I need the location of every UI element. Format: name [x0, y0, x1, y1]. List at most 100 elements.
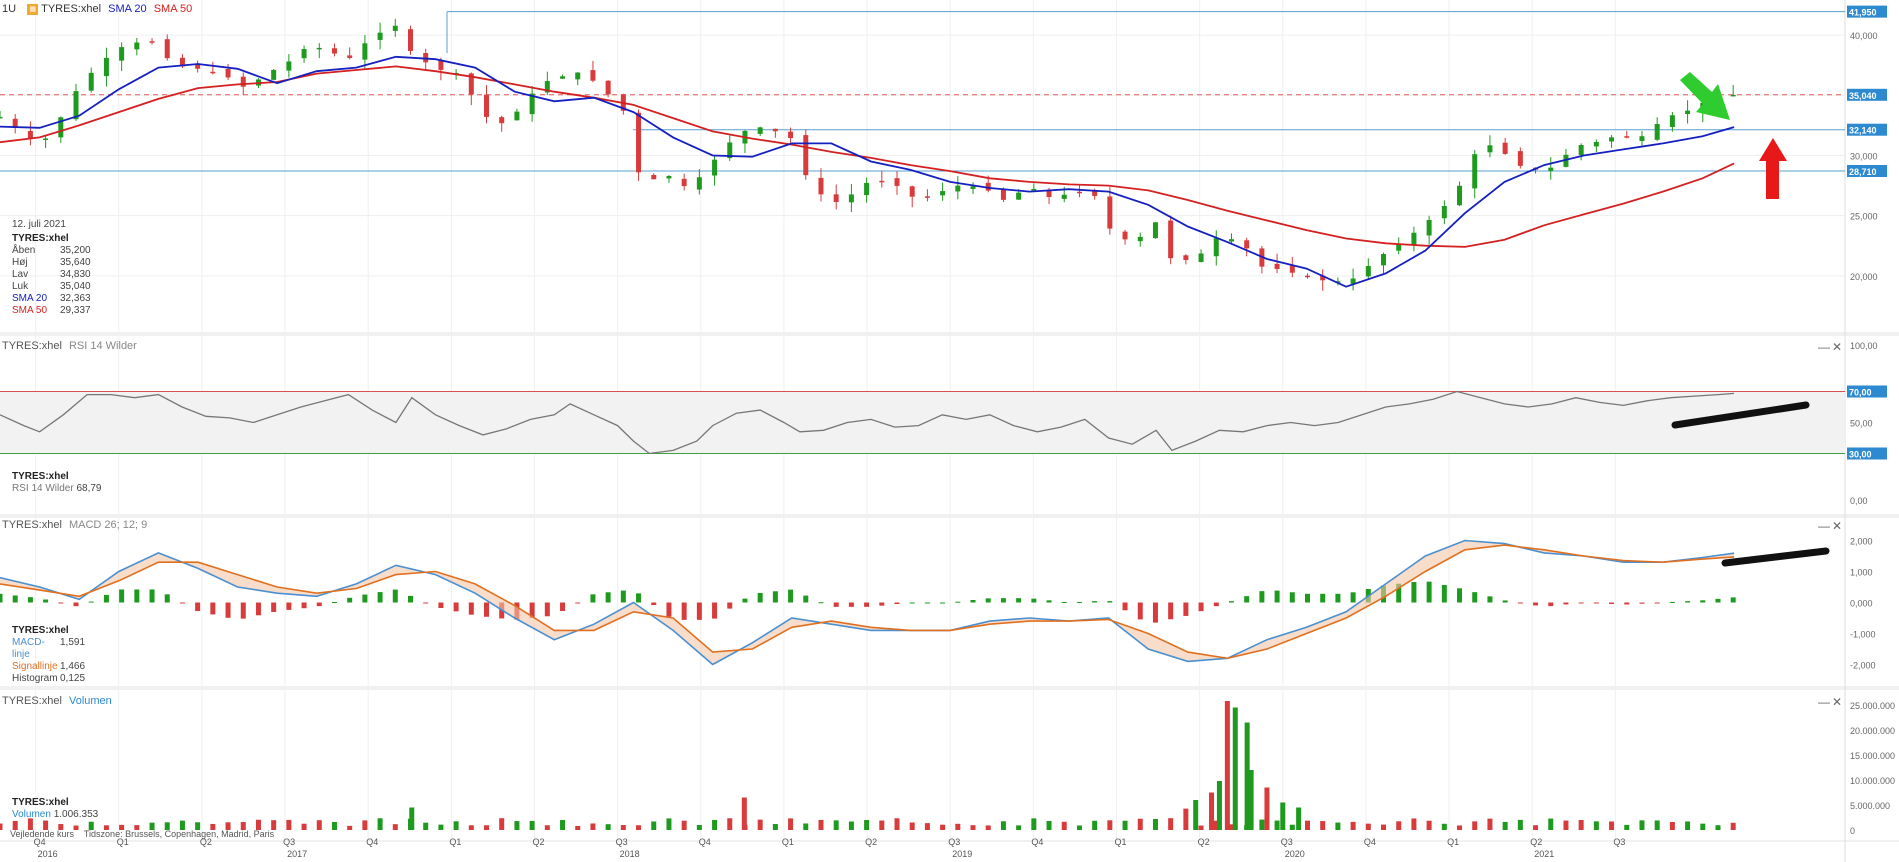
candle-body [1000, 189, 1006, 200]
volume-legend-symbol: TYRES:xhel [12, 797, 69, 808]
volume-bar [1487, 818, 1493, 830]
candle-body [1548, 167, 1554, 171]
volume-tick-label: 25.000.000 [1850, 701, 1895, 711]
macd-histogram-bar [636, 593, 642, 603]
volume-indicator-name[interactable]: Volumen [68, 695, 112, 707]
candle-body [1061, 194, 1067, 199]
rsi-minimize-icon[interactable]: — [1818, 340, 1830, 354]
candle-body [1669, 115, 1675, 127]
macd-histogram-bar [696, 602, 702, 620]
volume-close-icon[interactable]: ✕ [1832, 695, 1843, 709]
macd-histogram-bar [1411, 582, 1417, 603]
info-value: 35,640 [60, 257, 91, 268]
volume-bar [605, 824, 611, 830]
candle-body [544, 81, 550, 93]
candle-body [651, 174, 657, 180]
rsi-legend-value: 68,79 [76, 483, 102, 494]
rsi-symbol: TYRES:xhel [2, 340, 62, 352]
volume-bar [1198, 825, 1204, 830]
interval-label[interactable]: 1U [2, 3, 17, 15]
x-tick-label: Q3 [1281, 837, 1293, 847]
macd-histogram-bar [1152, 602, 1158, 623]
candle-body [103, 57, 109, 77]
rsi-close-icon[interactable]: ✕ [1832, 340, 1843, 354]
volume-bar [924, 823, 930, 830]
macd-histogram-bar [392, 589, 398, 603]
candle-body [149, 41, 155, 43]
volume-bar [1365, 823, 1371, 830]
volume-spike-bar [1193, 800, 1199, 830]
candle-body [818, 177, 824, 195]
x-tick-label: Q1 [782, 837, 794, 847]
candles-group [0, 18, 1736, 291]
candle-body [1472, 154, 1478, 189]
volume-minimize-icon[interactable]: — [1818, 695, 1830, 709]
candle-body [210, 71, 216, 74]
candle-body [1487, 145, 1493, 153]
macd-histogram-bar [134, 589, 140, 603]
macd-histogram-bar [1107, 601, 1113, 603]
info-row: SMA 50 29,337 [12, 305, 91, 317]
candle-body [1654, 124, 1660, 140]
macd-histogram-bar [1304, 593, 1310, 603]
x-tick-label: Q2 [532, 837, 544, 847]
candle-body [12, 118, 18, 128]
volume-spike-bar [409, 807, 415, 830]
macd-histogram-bar [1061, 601, 1067, 603]
candle-body [1685, 110, 1691, 115]
sma50-legend[interactable]: SMA 50 [153, 3, 193, 15]
sma20-legend[interactable]: SMA 20 [108, 3, 147, 15]
volume-bar [255, 819, 261, 830]
volume-bar [940, 824, 946, 830]
volume-bar [1137, 818, 1143, 830]
volume-bar [1152, 819, 1158, 830]
macd-indicator-name[interactable]: MACD 26; 12; 9 [68, 519, 148, 531]
price-level-label: 41,950 [1849, 8, 1877, 18]
candle-body [909, 186, 915, 197]
volume-tick-label: 5.000.000 [1850, 801, 1890, 811]
volume-bar [529, 820, 535, 830]
rsi-tick-label: 0,00 [1850, 496, 1868, 506]
volume-bar [362, 820, 368, 830]
macd-minimize-icon[interactable]: — [1818, 519, 1830, 533]
volume-bar [1304, 820, 1310, 830]
macd-histogram-bar [620, 590, 626, 603]
volume-spike-bar [1216, 781, 1222, 830]
candle-body [271, 69, 277, 80]
candle-body [286, 61, 292, 71]
symbol-label[interactable]: TYRES:xhel [41, 3, 102, 15]
macd-histogram-bar [940, 602, 946, 604]
candle-body [1213, 238, 1219, 257]
volume-bar [1335, 822, 1341, 830]
candle-body [377, 32, 383, 40]
candle-body [1365, 265, 1371, 277]
macd-close-icon[interactable]: ✕ [1832, 519, 1843, 533]
info-key: SMA 50 [12, 305, 48, 316]
x-tick-year: 2017 [287, 849, 307, 859]
volume-bar [1502, 821, 1508, 830]
macd-histogram-bar [1137, 602, 1143, 620]
price-level-label: 32,140 [1849, 126, 1877, 136]
volume-bar [179, 820, 185, 830]
volume-bar [727, 818, 733, 830]
volume-bar [1168, 818, 1174, 830]
candle-body [0, 116, 3, 119]
volume-bar [1000, 821, 1006, 830]
candle-body [438, 60, 444, 70]
candle-body [1502, 142, 1508, 154]
macd-histogram-bar [681, 602, 687, 620]
volume-bar [240, 822, 246, 830]
volume-bar [590, 823, 596, 830]
volume-bar [818, 819, 824, 830]
rsi-line [0, 390, 1735, 455]
rsi-indicator-name[interactable]: RSI 14 Wilder [68, 340, 137, 352]
volume-bar [1654, 820, 1660, 830]
macd-histogram-bar [970, 600, 976, 603]
price-level-tag [1847, 88, 1887, 101]
macd-histogram-bar [1441, 584, 1447, 603]
volume-spike-bar [1248, 770, 1254, 830]
macd-histogram-bar [1092, 601, 1098, 603]
info-key: SMA 20 [12, 293, 48, 304]
candle-body [499, 117, 505, 124]
